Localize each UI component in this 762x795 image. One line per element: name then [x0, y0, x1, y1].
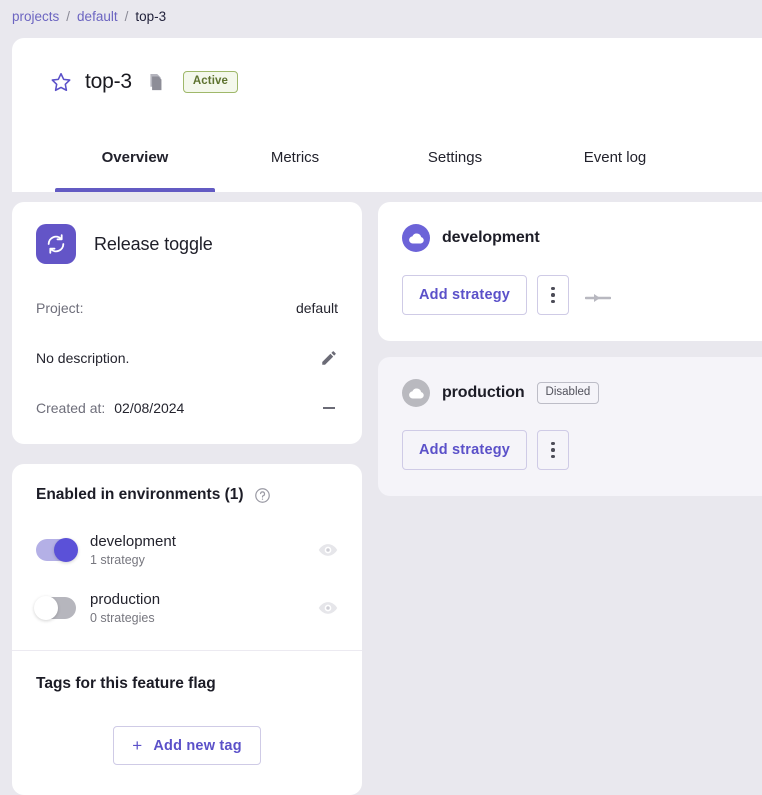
- status-badge: Active: [182, 70, 238, 94]
- left-column: Release toggle Project: default No descr…: [12, 202, 362, 795]
- feature-header: top-3 Active: [12, 38, 762, 122]
- feature-details-card: Release toggle Project: default No descr…: [12, 202, 362, 444]
- strategy-connector-icon: [584, 290, 612, 302]
- created-at-value: 02/08/2024: [114, 400, 185, 416]
- environment-name: production: [90, 590, 161, 608]
- environments-and-tags-card: Enabled in environments (1) development …: [12, 464, 362, 795]
- environment-toggle-row: production 0 strategies: [34, 584, 338, 632]
- add-strategy-button[interactable]: Add strategy: [402, 430, 528, 470]
- pencil-icon[interactable]: [320, 349, 338, 367]
- page-title: top-3: [85, 70, 132, 93]
- cloud-icon: [402, 224, 430, 252]
- section-divider: [12, 650, 362, 651]
- tags-section: Tags for this feature flag + Add new tag: [12, 651, 362, 795]
- dash-icon: [323, 407, 335, 409]
- breadcrumb-item-current: top-3: [135, 9, 167, 24]
- copy-icon[interactable]: [147, 73, 164, 92]
- created-at-row: Created at: 02/08/2024: [36, 390, 338, 426]
- description-text: No description.: [36, 350, 130, 366]
- environment-strategy-count: 1 strategy: [90, 553, 145, 568]
- tags-title: Tags for this feature flag: [36, 675, 216, 692]
- created-at-label: Created at:: [36, 400, 106, 416]
- feature-type-row: Release toggle: [36, 224, 338, 264]
- active-tab-indicator: [55, 188, 215, 192]
- feature-type-label: Release toggle: [94, 233, 213, 254]
- add-strategy-button[interactable]: Add strategy: [402, 275, 528, 315]
- environment-name: development: [90, 532, 176, 550]
- environment-panel-development: development Add strategy: [378, 202, 762, 341]
- environment-status-badge: Disabled: [536, 381, 600, 405]
- project-row: Project: default: [36, 290, 338, 326]
- tab-event-log[interactable]: Event log: [583, 148, 647, 166]
- toggle-production[interactable]: [34, 596, 76, 620]
- enabled-environments-title: Enabled in environments (1): [36, 486, 244, 503]
- tab-metrics[interactable]: Metrics: [270, 148, 320, 166]
- breadcrumb-item-projects[interactable]: projects: [12, 9, 60, 24]
- tab-bar: Overview Metrics Settings Event log: [12, 122, 762, 192]
- toggle-development[interactable]: [36, 538, 78, 562]
- description-row: No description.: [36, 340, 338, 376]
- more-vertical-icon[interactable]: [537, 275, 570, 315]
- environment-panel-actions: Add strategy: [402, 430, 762, 470]
- breadcrumb-separator: /: [124, 9, 129, 24]
- project-value[interactable]: default: [295, 300, 338, 316]
- star-outline-icon[interactable]: [50, 71, 72, 93]
- project-label: Project:: [36, 300, 84, 316]
- eye-icon[interactable]: [318, 540, 338, 560]
- cloud-icon: [402, 379, 430, 407]
- tab-settings[interactable]: Settings: [427, 148, 483, 166]
- right-column: development Add strategy: [378, 202, 762, 795]
- enabled-environments-section: Enabled in environments (1) development …: [12, 464, 362, 650]
- environment-toggle-row: development 1 strategy: [36, 526, 338, 574]
- enabled-environments-header: Enabled in environments (1): [36, 486, 338, 504]
- environment-panel-name: development: [442, 229, 540, 246]
- environment-panel-name: production: [442, 384, 525, 401]
- breadcrumb-separator: /: [66, 9, 71, 24]
- eye-icon[interactable]: [318, 598, 338, 618]
- environment-panel-production: production Disabled Add strategy: [378, 357, 762, 496]
- add-new-tag-label: Add new tag: [153, 737, 242, 754]
- environment-panel-header: development: [402, 224, 762, 252]
- overview-content: Release toggle Project: default No descr…: [12, 202, 762, 795]
- more-vertical-icon[interactable]: [537, 430, 570, 470]
- tab-overview[interactable]: Overview: [101, 148, 169, 166]
- feature-header-sheet: top-3 Active Overview Metrics Settings E…: [12, 38, 762, 192]
- breadcrumb-item-default[interactable]: default: [77, 9, 118, 24]
- question-mark-circle-icon[interactable]: [254, 487, 271, 504]
- environment-strategy-count: 0 strategies: [90, 611, 155, 626]
- release-toggle-icon: [36, 224, 76, 264]
- plus-icon: +: [132, 736, 143, 755]
- breadcrumb: projects / default / top-3: [0, 0, 762, 28]
- environment-panel-header: production Disabled: [402, 379, 762, 407]
- environment-panel-actions: Add strategy: [402, 275, 762, 315]
- add-new-tag-button[interactable]: + Add new tag: [113, 726, 261, 765]
